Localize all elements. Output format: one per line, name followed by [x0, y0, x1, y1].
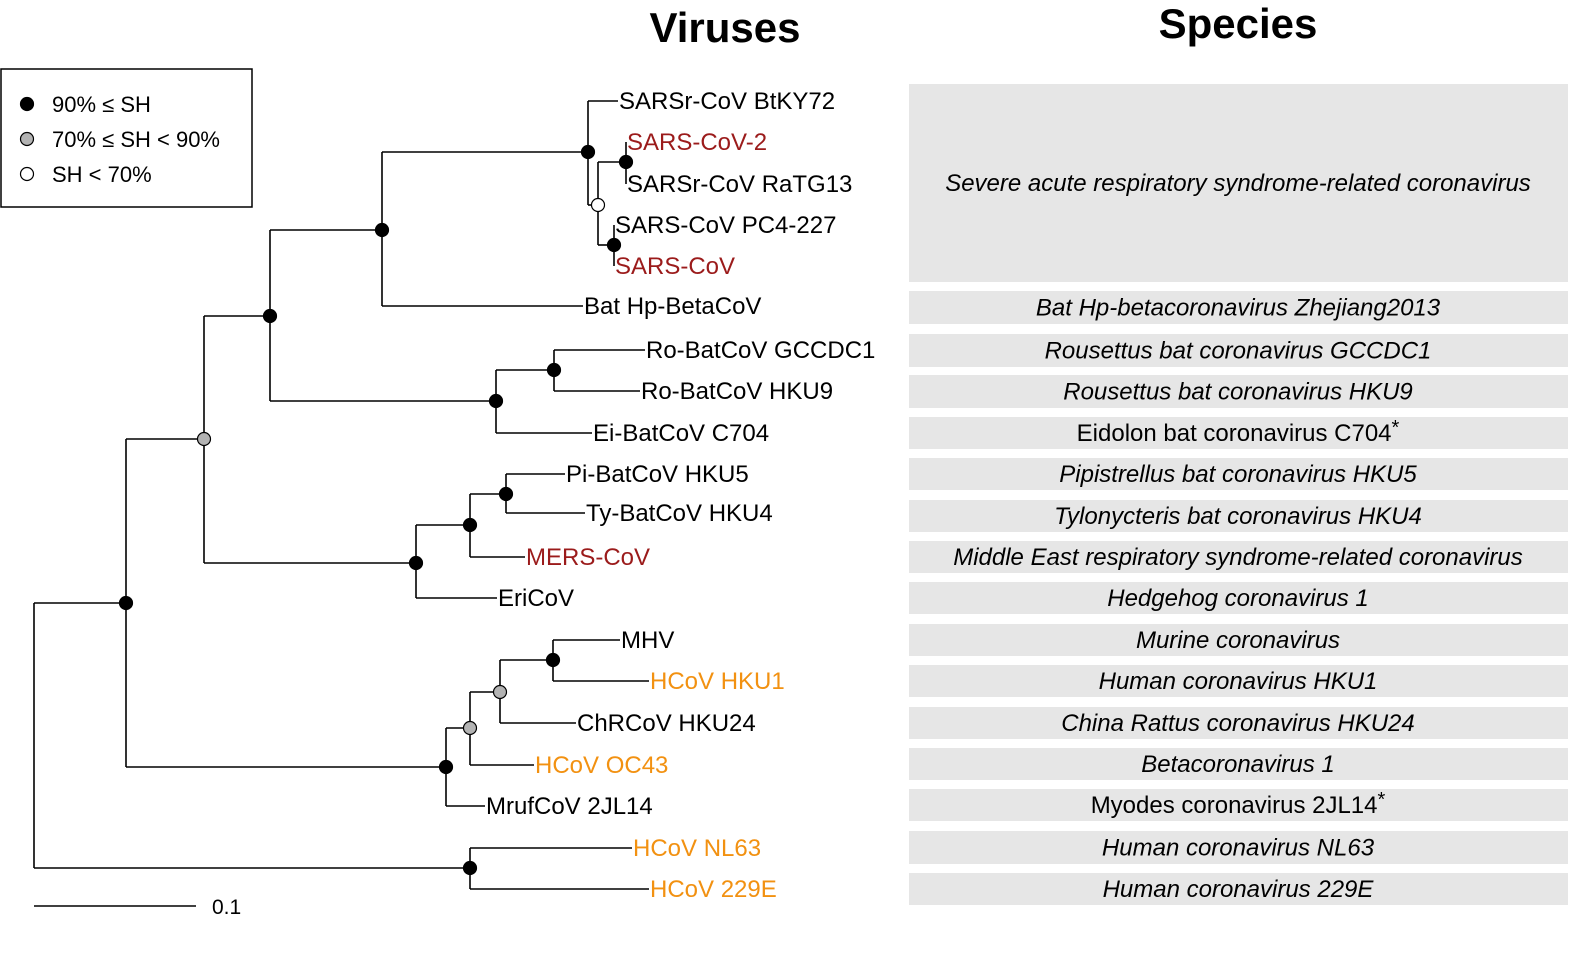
- species-band: [909, 665, 1568, 697]
- species-band: [909, 624, 1568, 656]
- species-asterisk: *: [1392, 417, 1400, 439]
- support-node-filled-black-circle-icon: [618, 154, 634, 170]
- leaf-label-bathp: Bat Hp-BetaCoV: [584, 293, 761, 320]
- support-node-filled-black-circle-icon: [546, 362, 562, 378]
- species-band: [909, 873, 1568, 905]
- viruses-header: Viruses: [650, 4, 801, 51]
- leaf-label-nl63: HCoV NL63: [633, 835, 761, 862]
- support-node-filled-black-circle-icon: [262, 308, 278, 324]
- legend-box: [0, 68, 253, 208]
- support-node-filled-black-circle-icon: [462, 860, 478, 876]
- species-label: Severe acute respiratory syndrome-relate…: [945, 170, 1531, 197]
- species-label: Tylonycteris bat coronavirus HKU4: [1054, 503, 1422, 530]
- species-label: Pipistrellus bat coronavirus HKU5: [1059, 461, 1417, 488]
- species-band: [909, 831, 1568, 864]
- species-label: Eidolon bat coronavirus C704*: [1077, 417, 1400, 447]
- species-label: Human coronavirus 229E: [1103, 876, 1375, 903]
- support-node-open-circle-icon: [590, 197, 606, 213]
- species-band: [909, 707, 1568, 739]
- species-band: [909, 582, 1568, 614]
- species-band: [909, 500, 1568, 532]
- species-band: [909, 291, 1568, 324]
- legend-gray-node-icon: [19, 131, 35, 147]
- support-node-filled-black-circle-icon: [408, 555, 424, 571]
- species-header: Species: [1159, 0, 1318, 47]
- scale-bar: 0.1: [34, 896, 241, 919]
- species-band: [909, 458, 1568, 490]
- leaf-label-hku24: ChRCoV HKU24: [577, 710, 756, 737]
- leaf-label-oc43: HCoV OC43: [535, 752, 668, 779]
- support-node-filled-black-circle-icon: [606, 237, 622, 253]
- leaf-label-hku9: Ro-BatCoV HKU9: [641, 378, 833, 405]
- leaf-label-mruf: MrufCoV 2JL14: [486, 793, 653, 820]
- support-node-filled-gray-circle-icon: [492, 684, 508, 700]
- species-asterisk: *: [1378, 789, 1386, 811]
- species-column: Severe acute respiratory syndrome-relate…: [909, 84, 1568, 905]
- leaf-label-mhv: MHV: [621, 627, 674, 654]
- species-band: [909, 417, 1568, 449]
- species-label: Human coronavirus HKU1: [1099, 668, 1378, 695]
- species-label: Hedgehog coronavirus 1: [1107, 585, 1369, 612]
- leaf-label-sars: SARS-CoV: [615, 253, 735, 280]
- species-label: Human coronavirus NL63: [1102, 835, 1375, 862]
- species-band: [909, 789, 1568, 821]
- leaf-label-c704: Ei-BatCoV C704: [593, 420, 769, 447]
- legend-label-low: SH < 70%: [52, 162, 152, 187]
- species-label: Betacoronavirus 1: [1141, 751, 1334, 778]
- species-band: [909, 334, 1568, 367]
- virus-labels: SARSr-CoV BtKY72 SARS-CoV-2 SARSr-CoV RaTG…: [486, 88, 875, 903]
- leaf-label-ratg13: SARSr-CoV RaTG13: [627, 171, 852, 198]
- leaf-label-hku1: HCoV HKU1: [650, 668, 785, 695]
- support-nodes: [118, 144, 634, 876]
- leaf-label-sars2: SARS-CoV-2: [627, 129, 767, 156]
- leaf-label-ericov: EriCoV: [498, 585, 574, 612]
- support-node-filled-black-circle-icon: [438, 759, 454, 775]
- leaf-label-pc4: SARS-CoV PC4-227: [615, 212, 836, 239]
- species-label: Rousettus bat coronavirus HKU9: [1063, 379, 1413, 406]
- species-band: [909, 375, 1568, 408]
- support-node-filled-black-circle-icon: [462, 517, 478, 533]
- species-band: [909, 84, 1568, 282]
- support-legend: 90% ≤ SH 70% ≤ SH < 90% SH < 70%: [0, 68, 253, 208]
- species-label: Middle East respiratory syndrome-related…: [953, 544, 1523, 571]
- support-node-filled-gray-circle-icon: [196, 431, 212, 447]
- species-label: Murine coronavirus: [1136, 627, 1340, 654]
- support-node-filled-black-circle-icon: [488, 393, 504, 409]
- support-node-filled-gray-circle-icon: [462, 720, 478, 736]
- leaf-label-mers: MERS-CoV: [526, 544, 650, 571]
- legend-black-node-icon: [19, 96, 35, 112]
- species-label: Myodes coronavirus 2JL14*: [1091, 789, 1386, 819]
- leaf-label-gccdc1: Ro-BatCoV GCCDC1: [646, 337, 875, 364]
- support-node-filled-black-circle-icon: [498, 486, 514, 502]
- tree-branches: [33, 100, 649, 890]
- species-label: China Rattus coronavirus HKU24: [1061, 710, 1415, 737]
- support-node-filled-black-circle-icon: [374, 222, 390, 238]
- legend-open-node-icon: [19, 166, 35, 182]
- legend-label-mid: 70% ≤ SH < 90%: [52, 127, 220, 152]
- species-label: Rousettus bat coronavirus GCCDC1: [1045, 338, 1432, 365]
- species-band: [909, 748, 1568, 780]
- legend-label-high: 90% ≤ SH: [52, 92, 151, 117]
- species-label: Bat Hp-betacoronavirus Zhejiang2013: [1036, 295, 1441, 322]
- support-node-filled-black-circle-icon: [545, 652, 561, 668]
- leaf-label-e229: HCoV 229E: [650, 876, 777, 903]
- species-band: [909, 541, 1568, 573]
- leaf-label-btky72: SARSr-CoV BtKY72: [619, 88, 835, 115]
- scale-bar-label: 0.1: [212, 896, 241, 919]
- leaf-label-hku4: Ty-BatCoV HKU4: [586, 500, 773, 527]
- leaf-label-hku5: Pi-BatCoV HKU5: [566, 461, 749, 488]
- support-node-filled-black-circle-icon: [580, 144, 596, 160]
- support-node-filled-black-circle-icon: [118, 595, 134, 611]
